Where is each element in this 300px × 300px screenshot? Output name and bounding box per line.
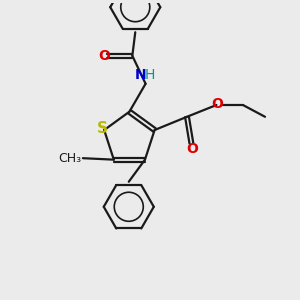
Text: CH₃: CH₃ — [58, 152, 81, 165]
Text: O: O — [98, 49, 110, 63]
Text: N: N — [134, 68, 146, 82]
Text: O: O — [211, 97, 223, 110]
Text: O: O — [186, 142, 198, 156]
Text: H: H — [145, 68, 155, 82]
Text: S: S — [97, 121, 108, 136]
